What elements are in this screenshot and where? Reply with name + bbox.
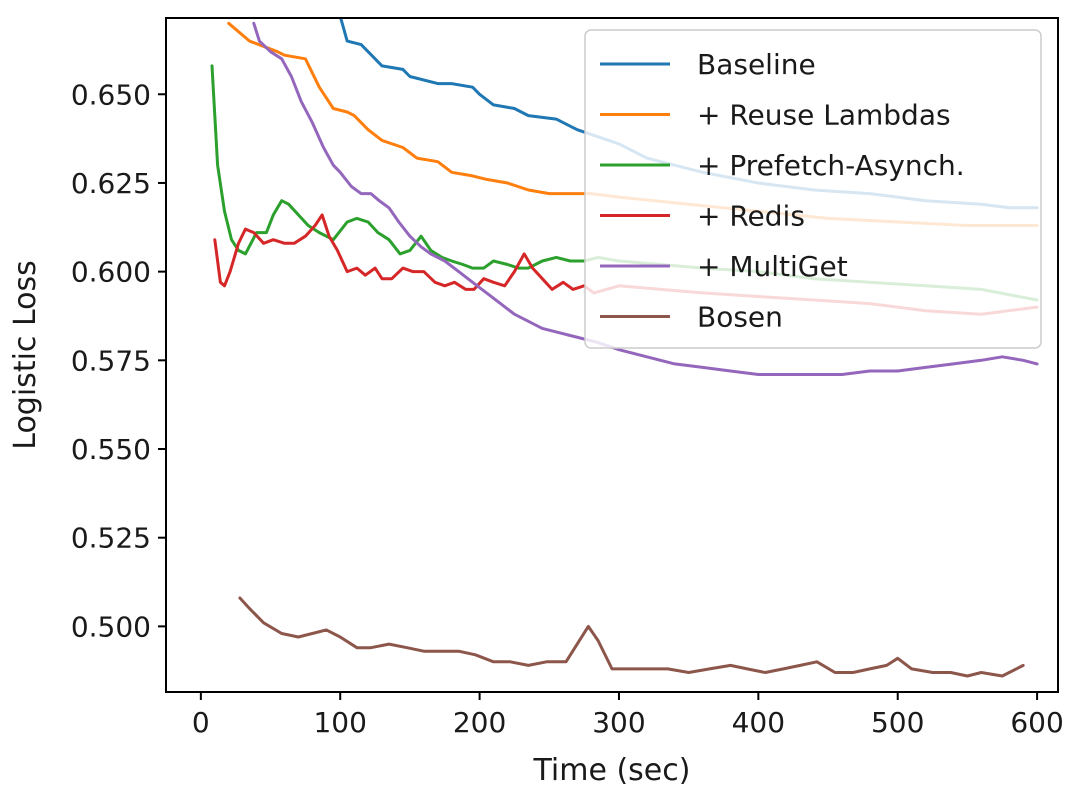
series-layer — [210, 18, 1039, 678]
y-tick-label: 0.625 — [71, 167, 151, 200]
legend-label-1: + Reuse Lambdas — [697, 99, 951, 132]
y-axis: 0.500 0.525 0.550 0.575 0.600 0.625 0.650 — [71, 78, 166, 643]
x-tick-label: 300 — [592, 706, 645, 739]
y-tick-label: 0.600 — [71, 256, 151, 289]
series-line-5 — [238, 596, 1025, 678]
legend-label-4: + MultiGet — [697, 250, 848, 283]
legend-label-0: Baseline — [697, 48, 816, 81]
x-tick-label: 100 — [313, 706, 366, 739]
x-tick-label: 600 — [1010, 706, 1063, 739]
legend-label-3: + Redis — [697, 200, 805, 233]
y-tick-label: 0.500 — [71, 610, 151, 643]
x-tick-label: 400 — [732, 706, 785, 739]
x-tick-label: 0 — [192, 706, 210, 739]
legend-frame — [584, 29, 1042, 349]
legend-label-2: + Prefetch-Asynch. — [697, 149, 965, 182]
series-line-4 — [252, 21, 1039, 376]
plot-frame — [165, 17, 1059, 693]
y-tick-label: 0.650 — [71, 78, 151, 111]
x-axis: 0 100 200 300 400 500 600 — [192, 692, 1064, 739]
x-tick-label: 500 — [871, 706, 924, 739]
y-tick-label: 0.550 — [71, 433, 151, 466]
y-tick-label: 0.575 — [71, 344, 151, 377]
legend: Baseline + Reuse Lambdas + Prefetch-Asynch… — [584, 29, 1042, 349]
y-tick-label: 0.525 — [71, 522, 151, 555]
x-tick-label: 200 — [453, 706, 506, 739]
legend-label-5: Bosen — [697, 301, 783, 334]
x-axis-label: Time (sec) — [533, 753, 691, 788]
y-axis-label: Logistic Loss — [8, 260, 43, 449]
